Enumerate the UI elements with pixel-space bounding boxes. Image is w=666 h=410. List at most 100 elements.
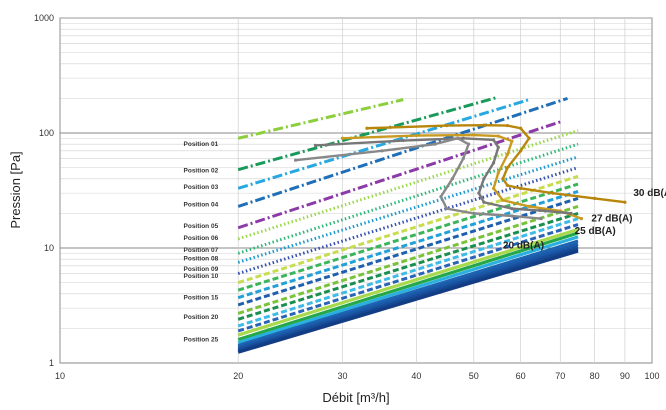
- position-curve: [237, 196, 579, 307]
- noise-labels: 30 dB(A) 27 dB(A)25 dB(A) 20 dB(A): [503, 188, 666, 251]
- position-label: Position 15: [184, 295, 219, 302]
- position-curve: [237, 217, 579, 328]
- noise-point: [482, 177, 486, 181]
- noise-point: [496, 145, 500, 149]
- position-curve: [237, 242, 579, 350]
- x-tick-label: 30: [337, 371, 347, 381]
- noise-point: [510, 207, 514, 211]
- y-tick-label: 10: [44, 243, 54, 253]
- position-curve: [237, 239, 579, 348]
- noise-point: [461, 156, 465, 161]
- noise-point: [551, 191, 555, 195]
- position-label: Position 20: [184, 314, 219, 321]
- position-curve: [237, 231, 579, 342]
- noise-point: [482, 123, 486, 127]
- position-curve: [237, 211, 579, 321]
- noise-point: [496, 171, 500, 175]
- noise-point: [482, 200, 486, 204]
- position-curve: [237, 155, 579, 264]
- noise-point: [340, 136, 345, 140]
- position-label: Position 25: [184, 337, 219, 344]
- position-label: Position 10: [184, 273, 219, 280]
- noise-point: [527, 204, 531, 209]
- noise-point: [501, 177, 505, 181]
- y-tick-label: 100: [39, 128, 54, 138]
- noise-point: [445, 123, 449, 128]
- noise-label: 20 dB(A): [503, 241, 544, 252]
- x-tick-label: 10: [55, 371, 65, 381]
- noise-point: [477, 191, 481, 195]
- noise-point: [501, 198, 505, 202]
- x-tick-labels: 10 20 30 40 50 60 70 80 90 100: [55, 371, 660, 381]
- noise-point: [414, 133, 419, 138]
- position-label: Position 03: [184, 184, 219, 191]
- noise-point: [491, 186, 496, 190]
- noise-point: [445, 207, 449, 211]
- noise-point: [519, 126, 523, 130]
- noise-point: [401, 138, 405, 143]
- noise-label: 25 dB(A): [575, 226, 616, 237]
- noise-point: [527, 136, 531, 140]
- noise-point: [543, 209, 547, 213]
- noise-point: [519, 186, 523, 190]
- y-axis-title: Pression [Pa]: [8, 151, 23, 228]
- noise-point: [510, 139, 514, 143]
- noise-point: [472, 133, 476, 137]
- noise-point: [439, 194, 443, 199]
- position-curve: [237, 95, 499, 172]
- position-labels: Position 01 Position 02 Position 03 Positio…: [184, 141, 219, 343]
- noise-curve: [295, 137, 542, 220]
- noise-point: [496, 134, 500, 138]
- noise-point: [456, 136, 460, 140]
- position-curve: [237, 235, 579, 345]
- noise-point: [365, 126, 369, 130]
- noise-point: [593, 196, 597, 200]
- position-label: Position 05: [184, 223, 219, 230]
- position-label: Position 08: [184, 256, 219, 263]
- noise-point: [505, 123, 510, 128]
- noise-point: [491, 161, 496, 165]
- noise-point: [380, 149, 384, 153]
- noise-point: [293, 158, 298, 162]
- noise-point: [623, 200, 627, 204]
- x-tick-label: 50: [469, 371, 479, 381]
- x-tick-label: 80: [590, 371, 600, 381]
- position-curve: [237, 166, 579, 275]
- noise-point: [510, 214, 514, 218]
- position-curve: [237, 249, 579, 354]
- noise-curve: [366, 123, 626, 204]
- position-label: Position 02: [184, 168, 219, 175]
- position-curve: [237, 174, 579, 285]
- x-tick-label: 40: [411, 371, 421, 381]
- position-curve: [237, 227, 579, 337]
- y-tick-labels: 1 10 100 1000: [34, 13, 54, 368]
- noise-point: [491, 138, 496, 142]
- y-tick-label: 1000: [34, 13, 54, 23]
- position-curve: [237, 120, 561, 230]
- position-curve: [237, 204, 579, 315]
- position-label: Position 09: [184, 266, 219, 273]
- x-tick-label: 90: [620, 371, 630, 381]
- noise-point: [450, 177, 454, 181]
- position-curve: [237, 223, 579, 333]
- x-tick-label: 20: [233, 371, 243, 381]
- noise-point: [569, 211, 573, 215]
- noise-label: 30 dB(A): [633, 188, 666, 199]
- position-curve: [237, 190, 579, 300]
- noise-point: [539, 217, 543, 221]
- noise-point: [579, 217, 584, 221]
- position-label: Position 01: [184, 141, 219, 148]
- noise-curve: [342, 133, 582, 220]
- noise-point: [433, 142, 437, 146]
- noise-point: [505, 152, 510, 157]
- y-tick-label: 1: [49, 358, 54, 368]
- noise-point: [472, 211, 476, 215]
- x-tick-label: 60: [516, 371, 526, 381]
- noise-point: [519, 149, 523, 153]
- position-curve: [237, 98, 530, 190]
- noise-point: [313, 143, 317, 148]
- position-label: Position 04: [184, 201, 219, 208]
- x-tick-label: 100: [644, 371, 659, 381]
- noise-point: [505, 166, 510, 170]
